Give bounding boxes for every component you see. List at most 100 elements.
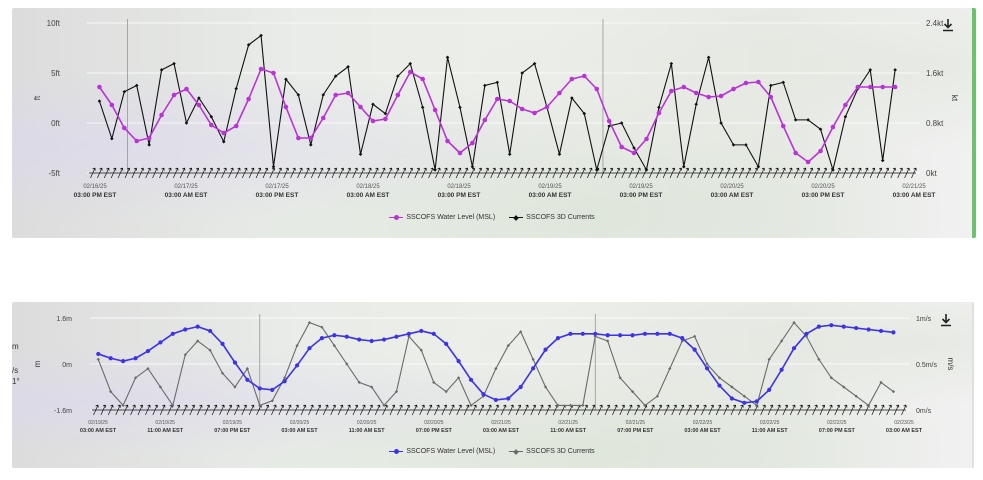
series-line-currents bbox=[98, 34, 896, 172]
current-direction-arrow bbox=[255, 167, 262, 179]
water-level-point bbox=[630, 333, 635, 338]
water-level-point bbox=[593, 331, 598, 336]
current-direction-arrow bbox=[582, 404, 588, 416]
current-direction-arrow bbox=[483, 167, 489, 179]
water-level-point bbox=[220, 341, 225, 346]
water-level-point bbox=[108, 356, 113, 361]
x-tick-time-label: 03:00 AM EST bbox=[711, 192, 754, 199]
water-level-point bbox=[196, 102, 202, 108]
currents-point bbox=[345, 362, 349, 366]
legend-swatch-currents bbox=[509, 448, 524, 455]
currents-point bbox=[557, 152, 562, 157]
water-level-point bbox=[134, 138, 140, 144]
water-level-point bbox=[283, 104, 289, 110]
water-level-point bbox=[432, 107, 438, 113]
currents-point bbox=[769, 83, 773, 88]
current-direction-arrow bbox=[869, 167, 876, 179]
current-direction-arrow bbox=[145, 404, 151, 416]
current-direction-arrow bbox=[530, 404, 537, 416]
currents-point bbox=[445, 55, 450, 60]
currents-point bbox=[705, 362, 709, 366]
current-direction-arrow bbox=[103, 167, 110, 179]
currents-point bbox=[532, 61, 537, 66]
x-tick-time-label: 03:00 PM EST bbox=[438, 192, 481, 199]
x-tick-time-label: 11:00 AM EST bbox=[550, 428, 587, 434]
x-tick-date-label: 02/17/25 bbox=[174, 184, 198, 190]
x-tick-date-label: 02/22/25 bbox=[760, 420, 780, 426]
current-direction-arrow bbox=[628, 167, 634, 179]
current-direction-arrow bbox=[345, 404, 351, 416]
current-direction-arrow bbox=[711, 167, 717, 179]
current-direction-arrow bbox=[366, 167, 372, 179]
current-direction-arrow bbox=[248, 167, 255, 179]
water-level-point bbox=[580, 331, 585, 336]
current-direction-arrow bbox=[683, 167, 689, 179]
current-direction-arrow bbox=[159, 404, 166, 416]
x-tick-time-label: 11:00 AM EST bbox=[349, 428, 386, 434]
current-direction-arrow bbox=[152, 167, 158, 179]
x-tick-time-label: 07:00 PM EST bbox=[819, 428, 856, 434]
x-tick-date-label: 02/21/25 bbox=[558, 420, 578, 426]
water-level-point bbox=[381, 337, 387, 342]
y-left-tick-label: 0ft bbox=[51, 119, 61, 128]
x-tick-time-label: 03:00 PM EST bbox=[74, 192, 117, 199]
legend-item-currents[interactable]: SSCOFS 3D Currents bbox=[509, 448, 595, 455]
currents-point bbox=[668, 367, 672, 371]
download-icon[interactable] bbox=[942, 18, 954, 32]
legend-swatch-currents bbox=[509, 214, 524, 221]
x-tick-date-label: 02/20/25 bbox=[290, 420, 310, 426]
x-tick-time-label: 11:00 AM EST bbox=[752, 428, 789, 434]
water-level-point bbox=[854, 325, 859, 331]
current-direction-arrow bbox=[130, 404, 136, 416]
water-level-point bbox=[307, 346, 312, 351]
current-direction-arrow bbox=[671, 404, 677, 416]
chart-svg-bottom: 1.6m 0m -1.6m 1m/s 0.5m/s 0m/s m m/s 02/19/25 03:… bbox=[33, 314, 955, 434]
current-direction-arrow bbox=[607, 167, 614, 179]
currents-point bbox=[97, 99, 102, 103]
current-direction-arrow bbox=[386, 167, 393, 179]
current-direction-arrow bbox=[352, 404, 359, 416]
legend-item-currents[interactable]: SSCOFS 3D Currents bbox=[509, 214, 595, 221]
current-direction-arrow bbox=[234, 404, 240, 416]
water-level-point bbox=[557, 90, 562, 96]
current-direction-arrow bbox=[330, 404, 336, 416]
current-direction-arrow bbox=[337, 404, 344, 416]
x-tick-date-label: 02/20/25 bbox=[720, 184, 744, 190]
water-level-point bbox=[407, 69, 413, 75]
y-right-tick-label: 0.8kt bbox=[926, 119, 944, 128]
current-direction-arrow bbox=[131, 167, 138, 179]
current-direction-arrow bbox=[166, 167, 172, 179]
currents-point bbox=[570, 96, 574, 100]
legend-item-water-level[interactable]: SSCOFS Water Level (MSL) bbox=[389, 448, 495, 455]
current-direction-arrow bbox=[324, 167, 331, 179]
current-direction-arrow bbox=[248, 404, 255, 416]
water-level-point bbox=[731, 86, 736, 92]
chart-legend: SSCOFS Water Level (MSL) SSCOFS 3D Curre… bbox=[12, 448, 972, 455]
legend-item-water-level[interactable]: SSCOFS Water Level (MSL) bbox=[389, 214, 495, 221]
water-level-point bbox=[568, 331, 573, 336]
x-tick-time-label: 07:00 PM EST bbox=[617, 428, 654, 434]
current-direction-arrow bbox=[110, 167, 117, 179]
current-direction-arrow bbox=[767, 404, 774, 416]
current-direction-arrow bbox=[515, 404, 522, 416]
water-level-point bbox=[419, 328, 424, 334]
currents-point bbox=[780, 339, 784, 343]
current-direction-arrow bbox=[890, 167, 896, 179]
currents-point bbox=[507, 152, 512, 157]
current-direction-arrow bbox=[435, 167, 441, 179]
download-icon[interactable] bbox=[940, 313, 952, 327]
currents-point bbox=[606, 339, 610, 343]
currents-point bbox=[594, 168, 599, 172]
current-direction-arrow bbox=[442, 167, 448, 179]
chart-legend: SSCOFS Water Level (MSL) SSCOFS 3D Curre… bbox=[12, 214, 972, 221]
current-direction-arrow bbox=[604, 404, 611, 416]
current-direction-arrow bbox=[421, 167, 427, 179]
current-direction-arrow bbox=[90, 167, 96, 179]
currents-point bbox=[831, 168, 835, 172]
current-direction-arrow bbox=[704, 167, 710, 179]
water-level-point bbox=[706, 94, 711, 100]
current-direction-arrow bbox=[531, 167, 538, 179]
water-level-point bbox=[816, 324, 821, 329]
x-tick-date-label: 02/20/25 bbox=[811, 184, 835, 190]
x-tick-time-label: 03:00 AM EST bbox=[165, 192, 208, 199]
